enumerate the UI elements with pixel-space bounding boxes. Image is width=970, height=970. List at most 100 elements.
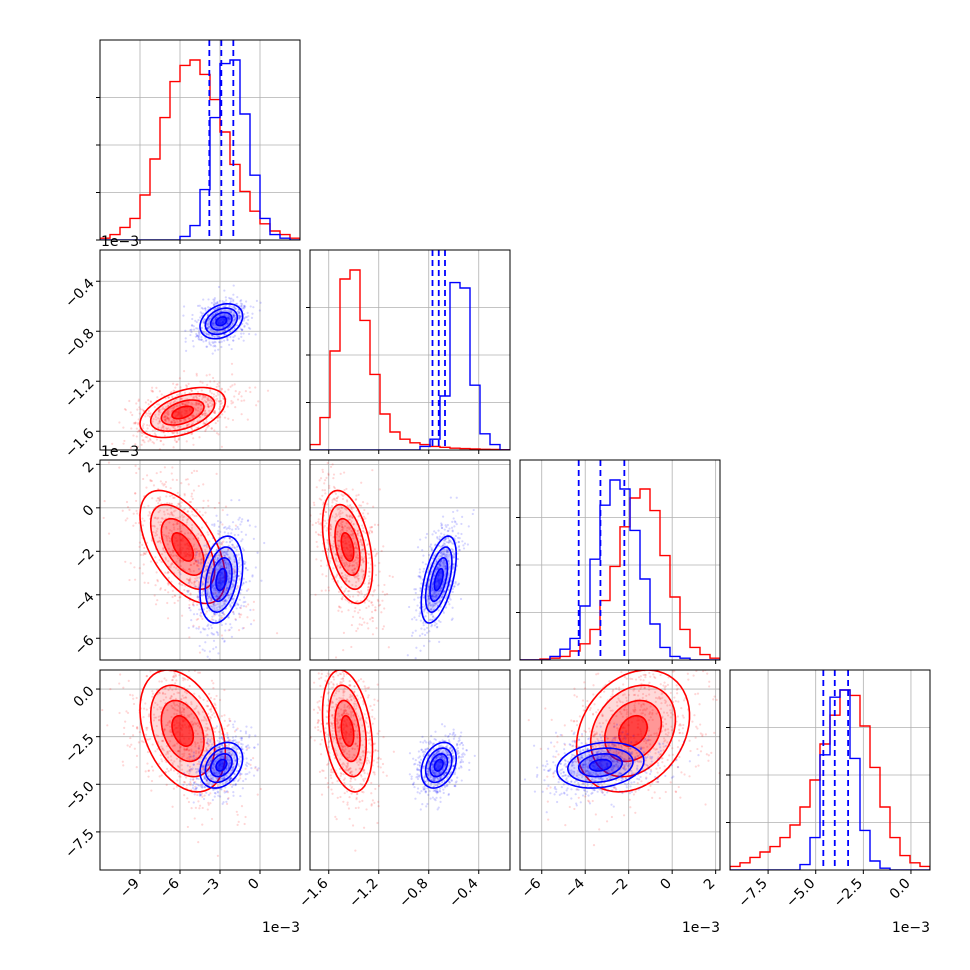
scatter-point — [222, 600, 226, 603]
scatter-point — [151, 440, 154, 444]
scatter-point — [206, 580, 210, 583]
scatter-point — [215, 335, 218, 338]
scatter-point — [190, 328, 193, 331]
scatter-point — [220, 309, 223, 313]
scatter-point — [363, 621, 366, 624]
scatter-point — [188, 423, 191, 426]
scatter-point — [131, 724, 135, 728]
scatter-point — [238, 558, 241, 562]
scatter-point — [134, 521, 137, 525]
scatter-point — [196, 576, 199, 580]
scatter-point — [252, 306, 255, 309]
scatter-point — [213, 604, 216, 607]
scatter-point — [237, 527, 240, 530]
scatter-point — [456, 509, 459, 512]
scatter-point — [154, 415, 157, 419]
scatter-point — [232, 567, 235, 571]
scatter-point — [421, 561, 424, 564]
scatter-point — [167, 427, 170, 430]
scatter-point — [217, 614, 221, 617]
scatter-point — [163, 550, 167, 554]
scatter-point — [453, 525, 456, 528]
scatter-point — [252, 619, 256, 622]
scatter-point — [232, 293, 235, 296]
scatter-point — [207, 318, 210, 321]
scatter-point — [191, 313, 194, 317]
scatter-point — [444, 606, 448, 609]
scatter-point — [169, 566, 172, 569]
scatter-point — [242, 339, 245, 342]
scatter-point — [229, 783, 232, 786]
scatter-point — [159, 470, 162, 474]
scatter-point — [414, 588, 417, 591]
scatter-point — [318, 479, 321, 482]
scatter-point — [436, 536, 439, 539]
scatter-point — [179, 583, 182, 586]
scatter-point — [222, 554, 226, 557]
scatter-point — [122, 764, 125, 767]
scatter-point — [359, 616, 362, 619]
scatter-point — [170, 472, 173, 475]
scatter-point — [213, 587, 216, 590]
scatter-point — [462, 544, 465, 547]
scatter-point — [215, 316, 218, 319]
scatter-point — [220, 345, 223, 349]
contour-level-4-series-0 — [139, 489, 227, 605]
scatter-point — [214, 613, 217, 616]
scatter-point — [236, 823, 239, 826]
scatter-point — [224, 629, 227, 632]
scatter-point — [377, 584, 380, 587]
scatter-point — [128, 578, 131, 582]
y-tick-label: −2 — [72, 546, 98, 572]
scatter-point — [206, 565, 209, 568]
scatter-point — [181, 644, 183, 646]
scatter-point — [172, 382, 175, 385]
scatter-point — [157, 422, 160, 425]
scatter-point — [411, 631, 414, 634]
scatter-point — [245, 589, 249, 592]
scatter-point — [160, 393, 163, 396]
scatter-point — [181, 403, 184, 406]
scatter-point — [211, 633, 214, 636]
scatter-point — [190, 807, 193, 810]
scatter-point — [200, 338, 203, 341]
scatter-point — [155, 472, 158, 475]
scatter-point — [169, 539, 172, 542]
scatter-point — [118, 421, 121, 424]
scatter-point — [443, 528, 446, 531]
scatter-point — [211, 323, 214, 326]
scatter-point — [230, 546, 234, 549]
scatter-point — [178, 582, 181, 585]
scatter-point — [195, 514, 198, 518]
scatter-point — [195, 402, 199, 405]
scatter-point — [430, 623, 434, 627]
scatter-point — [199, 573, 202, 576]
scatter-point — [232, 312, 235, 315]
scatter-point — [207, 405, 210, 408]
scatter-point — [186, 518, 190, 521]
scatter-point — [199, 534, 202, 537]
scatter-point — [173, 528, 176, 531]
scatter-point — [234, 574, 237, 577]
scatter-point — [198, 304, 201, 307]
scatter-point — [183, 492, 186, 496]
scatter-point — [195, 395, 198, 398]
scatter-point — [215, 609, 218, 612]
panel-3-0: −7.5−5.0−2.50.0−9 −6 −3 01e−3 — [62, 644, 301, 936]
scatter-point — [176, 599, 180, 602]
scatter-point — [203, 414, 206, 417]
scatter-point — [419, 619, 422, 622]
scatter-point — [156, 527, 159, 530]
contour-level-1-series-1 — [215, 316, 228, 327]
scatter-point — [221, 552, 224, 555]
scatter-point — [231, 521, 235, 524]
scatter-point — [457, 582, 461, 585]
scatter-point — [206, 588, 209, 591]
scatter-point — [166, 601, 169, 605]
scatter-point — [187, 568, 191, 571]
scatter-point — [235, 302, 239, 305]
scatter-point — [136, 430, 139, 433]
scatter-point — [186, 423, 189, 426]
scatter-point — [179, 559, 182, 562]
scatter-point — [222, 550, 225, 553]
